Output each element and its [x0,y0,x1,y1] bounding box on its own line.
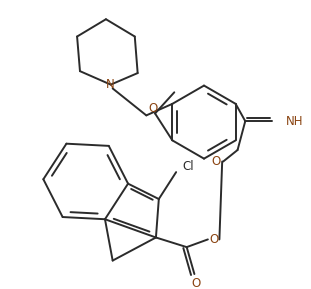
Text: O: O [209,233,218,246]
Text: O: O [149,102,158,115]
Text: NH: NH [285,115,303,128]
Text: O: O [192,277,201,289]
Text: Cl: Cl [182,160,193,173]
Text: O: O [212,155,221,168]
Text: N: N [106,78,115,91]
